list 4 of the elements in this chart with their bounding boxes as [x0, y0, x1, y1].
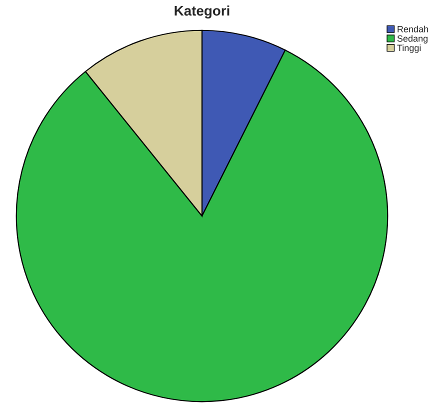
legend-label: Sedang: [397, 35, 428, 44]
legend-label: Rendah: [398, 26, 428, 32]
legend-label: Tinggi: [397, 44, 421, 53]
chart-title: Kategori: [174, 5, 230, 19]
